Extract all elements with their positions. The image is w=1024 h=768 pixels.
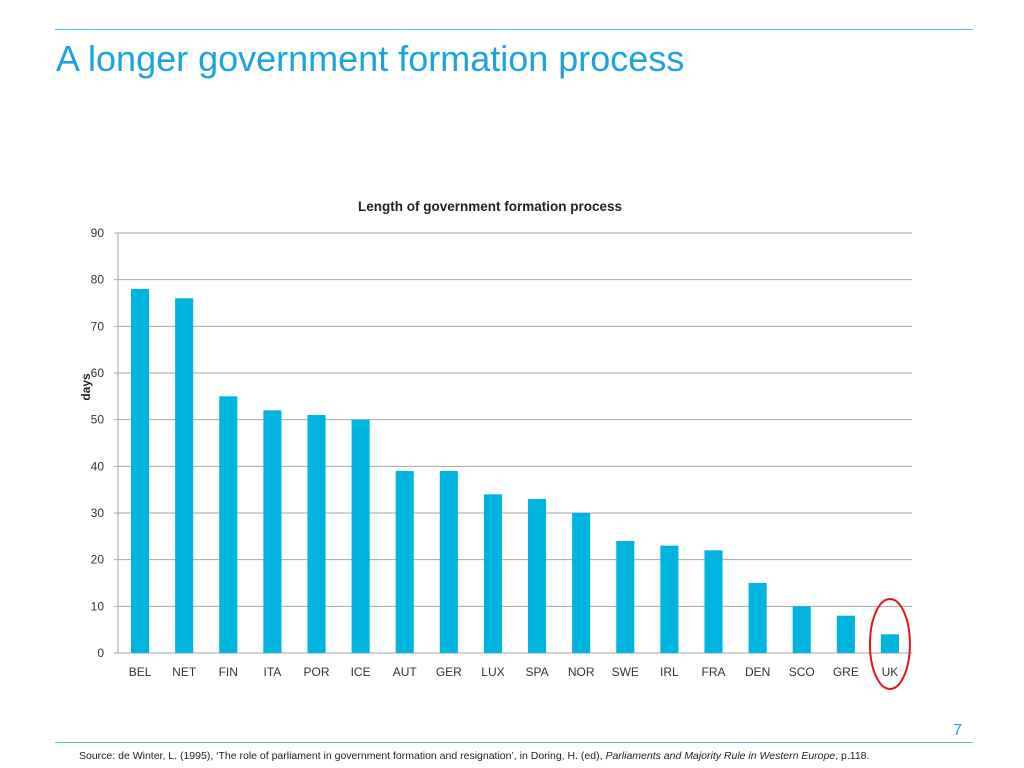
x-tick-label: SCO: [789, 665, 815, 679]
y-tick-label: 20: [91, 553, 105, 567]
x-tick-label: ITA: [263, 665, 281, 679]
bottom-rule: [55, 742, 973, 743]
slide-title: A longer government formation process: [56, 38, 685, 79]
source-book-title: Parliaments and Majority Rule in Western…: [605, 750, 836, 762]
x-tick-label: LUX: [481, 665, 504, 679]
y-tick-label: 0: [97, 646, 104, 660]
highlight-circle: [868, 598, 911, 690]
bar-ger: [439, 471, 458, 653]
x-tick-label: GRE: [833, 665, 859, 679]
y-tick-label: 40: [91, 459, 105, 473]
bar-chart: Length of government formation process d…: [79, 199, 912, 690]
bar-swe: [616, 541, 635, 653]
bar-lux: [483, 494, 502, 653]
x-tick-label: BEL: [129, 665, 152, 679]
y-tick-label: 60: [91, 366, 105, 380]
x-tick-label: DEN: [745, 665, 770, 679]
x-tick-label: GER: [436, 665, 462, 679]
y-tick-label: 80: [91, 273, 105, 287]
bar-spa: [528, 499, 547, 653]
bar-fra: [704, 550, 723, 653]
bar-fin: [219, 396, 238, 653]
bar-ice: [351, 419, 370, 653]
bar-net: [175, 298, 194, 653]
chart-title: Length of government formation process: [358, 199, 622, 214]
x-tick-label: POR: [303, 665, 329, 679]
bar-den: [748, 583, 767, 653]
bar-bel: [131, 289, 150, 653]
bar-aut: [395, 471, 414, 653]
x-tick-label: IRL: [660, 665, 679, 679]
x-tick-label: NOR: [568, 665, 595, 679]
source-citation: Source: de Winter, L. (1995), ‘The role …: [79, 750, 869, 762]
y-tick-label: 30: [91, 506, 105, 520]
x-tick-label: AUT: [393, 665, 418, 679]
y-tick-label: 70: [91, 319, 105, 333]
x-tick-label: FRA: [702, 665, 726, 679]
x-tick-label: FIN: [219, 665, 238, 679]
x-tick-label: NET: [172, 665, 197, 679]
bar-ita: [263, 410, 282, 653]
y-axis-label: days: [79, 373, 93, 401]
y-tick-label: 10: [91, 599, 105, 613]
source-text: Source: de Winter, L. (1995), ‘The role …: [79, 750, 606, 762]
page-number: 7: [953, 722, 962, 739]
y-tick-label: 90: [91, 226, 105, 240]
bar-por: [307, 415, 326, 653]
y-tick-label: 50: [91, 413, 105, 427]
x-tick-label: UK: [882, 665, 899, 679]
top-rule: [55, 29, 973, 30]
x-tick-label: SWE: [612, 665, 639, 679]
bar-nor: [572, 513, 591, 653]
bar-uk: [880, 634, 899, 653]
bar-sco: [792, 606, 811, 653]
x-tick-label: ICE: [351, 665, 371, 679]
bar-gre: [836, 615, 855, 653]
x-tick-label: SPA: [525, 665, 548, 679]
bar-irl: [660, 545, 679, 653]
source-page: , p.118.: [835, 750, 870, 762]
